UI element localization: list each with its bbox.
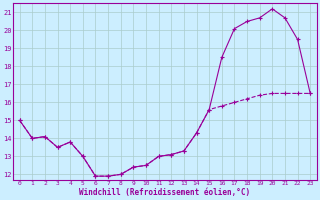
X-axis label: Windchill (Refroidissement éolien,°C): Windchill (Refroidissement éolien,°C) [79,188,251,197]
